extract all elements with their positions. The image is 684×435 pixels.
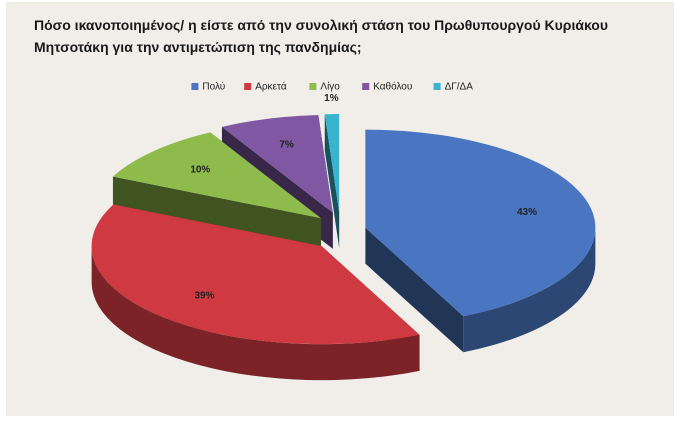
data-label: 1% — [324, 93, 339, 104]
slice-side — [91, 246, 420, 381]
pie-slice — [324, 114, 340, 213]
pie-slice — [365, 129, 596, 317]
slice-wall — [324, 114, 340, 249]
legend-swatch — [309, 83, 317, 90]
data-label: 10% — [190, 165, 210, 176]
slice-tops: 43% 39% 10% 7% 1% — [91, 93, 596, 345]
pie-slice — [91, 204, 420, 345]
pie-slice — [112, 132, 322, 219]
legend-swatch — [244, 83, 252, 90]
legend-label: Αρκετά — [255, 81, 287, 93]
pie-slice — [221, 114, 333, 213]
legend-swatch — [433, 83, 441, 90]
data-label: 43% — [517, 207, 537, 218]
legend-label: Καθόλου — [373, 81, 412, 93]
slice-wall — [365, 227, 464, 353]
data-label: 39% — [195, 291, 215, 302]
slice-side — [463, 227, 596, 353]
legend-label: Πολύ — [202, 81, 225, 93]
chart-title: Πόσο ικανοποιημένος/ η είστε από την συν… — [34, 17, 608, 55]
legend-label: Λίγο — [320, 81, 340, 93]
legend-label: ΔΓ/ΔΑ — [445, 82, 474, 93]
slice-wall — [112, 176, 322, 255]
data-label: 7% — [279, 140, 294, 151]
legend-swatch — [191, 83, 199, 90]
legend-swatch — [362, 83, 370, 90]
